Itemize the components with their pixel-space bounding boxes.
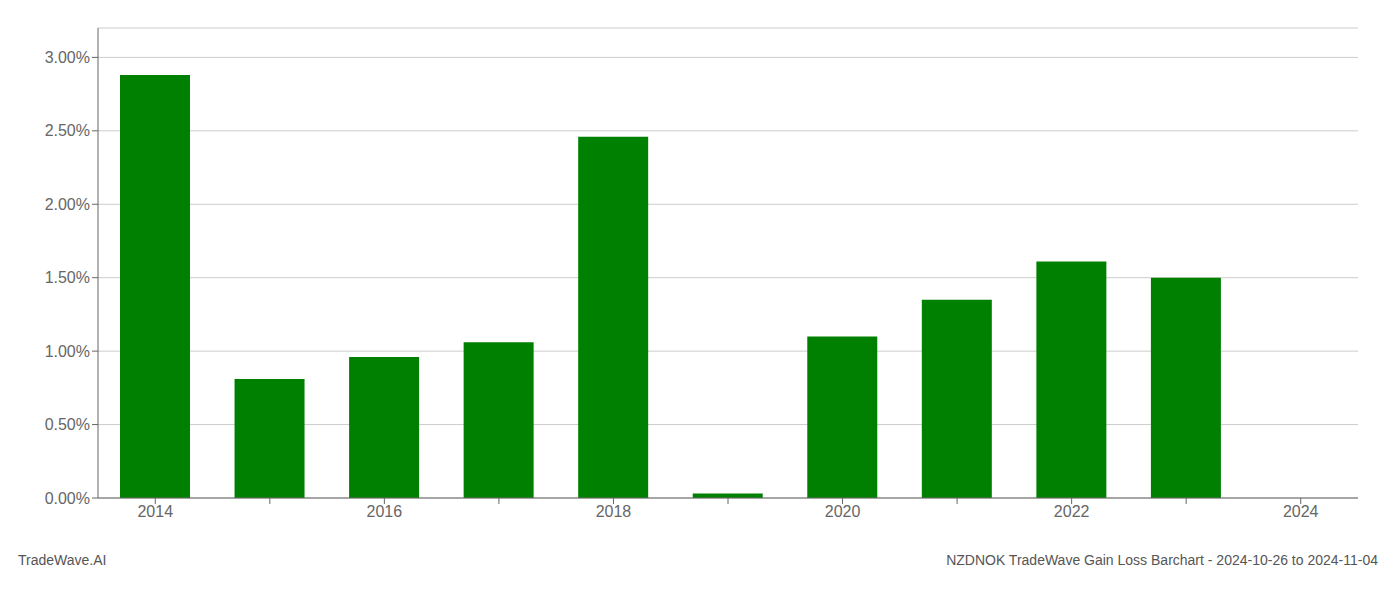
svg-text:2.00%: 2.00% xyxy=(45,196,90,213)
html-text:TradeWave.AI: TradeWave.AI xyxy=(18,552,107,568)
svg-text:2020: 2020 xyxy=(825,503,861,520)
svg-text:3.00%: 3.00% xyxy=(45,49,90,66)
svg-text:2024: 2024 xyxy=(1283,503,1319,520)
svg-text:1.50%: 1.50% xyxy=(45,269,90,286)
svg-text:0.50%: 0.50% xyxy=(45,416,90,433)
svg-text:1.00%: 1.00% xyxy=(45,343,90,360)
svg-text:2.50%: 2.50% xyxy=(45,122,90,139)
svg-text:0.00%: 0.00% xyxy=(45,490,90,507)
svg-text:2022: 2022 xyxy=(1054,503,1090,520)
svg-text:2016: 2016 xyxy=(367,503,403,520)
svg-text:2014: 2014 xyxy=(137,503,173,520)
html-text:NZDNOK TradeWave Gain Loss Bar: NZDNOK TradeWave Gain Loss Barchart - 20… xyxy=(946,552,1378,568)
svg-text:2018: 2018 xyxy=(596,503,632,520)
